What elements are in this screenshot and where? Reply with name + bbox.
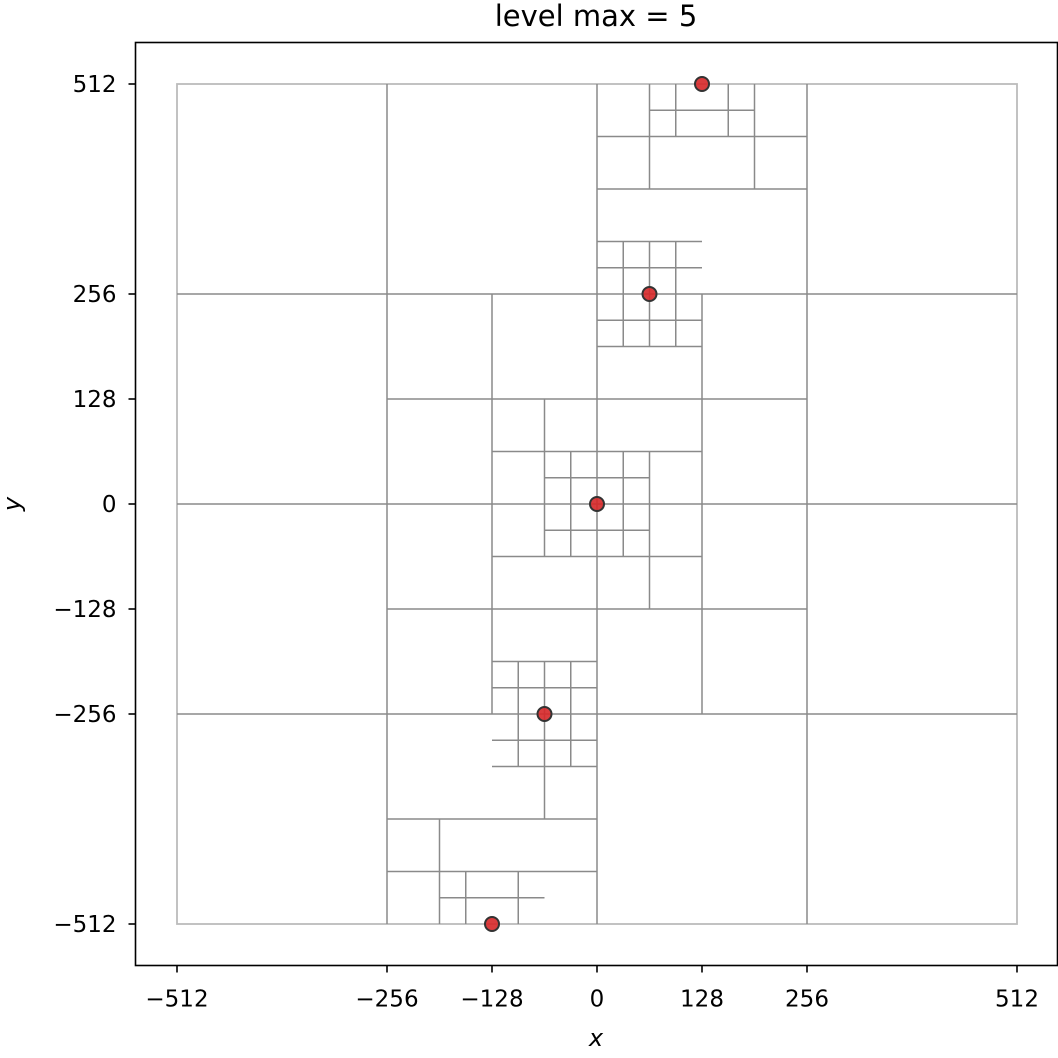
y-tick-label: 128 (73, 387, 117, 413)
data-point (484, 916, 500, 932)
data-point (536, 706, 553, 722)
x-tick-label: 128 (680, 987, 724, 1013)
x-tick-label: 0 (590, 987, 605, 1013)
data-point (641, 286, 658, 302)
x-tick-label: 256 (785, 987, 829, 1013)
quadtree-grid (176, 83, 1018, 925)
data-point (589, 496, 605, 512)
y-tick-label: 0 (102, 492, 117, 518)
x-axis-label: x (588, 1024, 604, 1052)
data-points (484, 76, 710, 932)
data-point (694, 76, 710, 92)
y-tick-label: 512 (73, 72, 117, 98)
x-tick-label: −128 (460, 987, 523, 1013)
y-tick-label: 256 (73, 282, 117, 308)
x-axis-ticks: −512 −256 −128 0 128 256 512 (145, 965, 1039, 1013)
chart-title: level max = 5 (495, 0, 698, 33)
y-tick-label: −256 (53, 702, 116, 728)
x-tick-label: 512 (995, 987, 1039, 1013)
x-tick-label: −256 (355, 987, 418, 1013)
y-axis-ticks: 512 256 128 0 −128 −256 −512 (53, 72, 136, 938)
y-axis-label: y (0, 496, 26, 512)
x-tick-label: −512 (145, 987, 208, 1013)
y-tick-label: −512 (53, 912, 116, 938)
y-tick-label: −128 (53, 597, 116, 623)
